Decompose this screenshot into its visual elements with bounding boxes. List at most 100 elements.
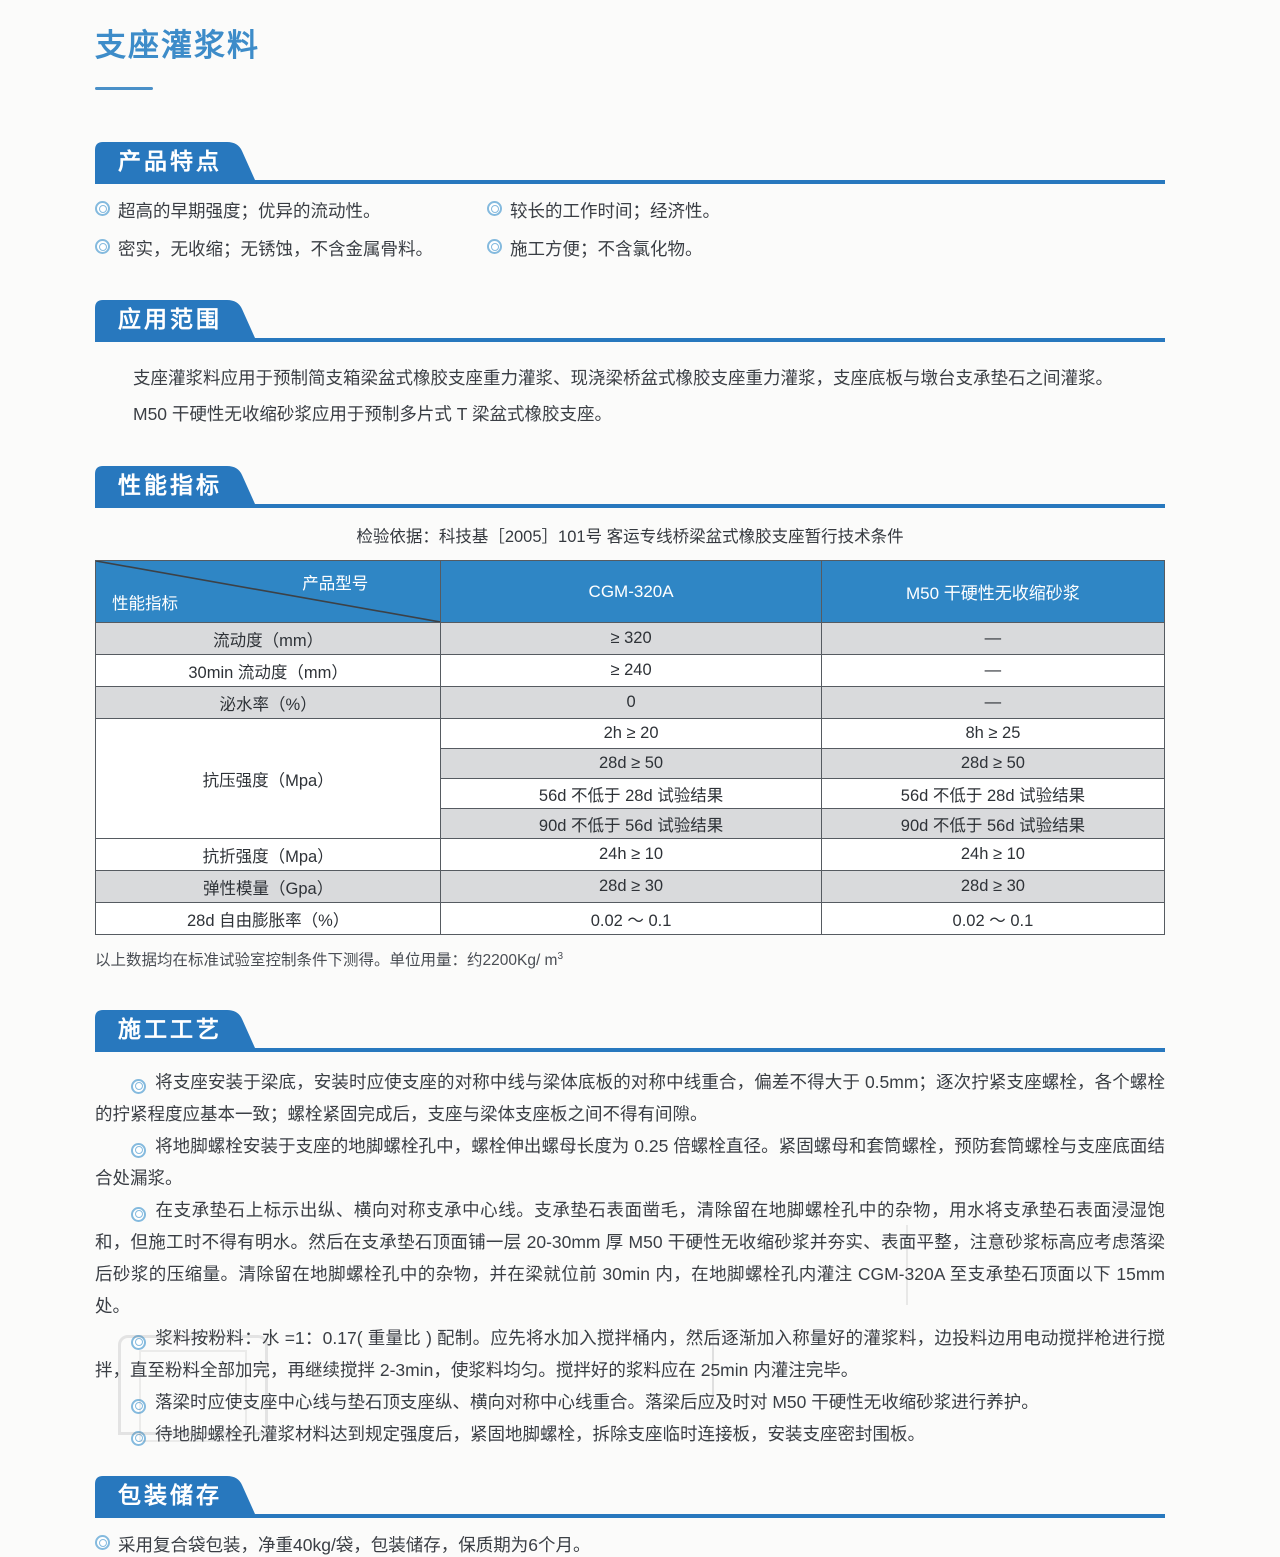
paragraph-text: 落梁时应使支座中心线与垫石顶支座纵、横向对称中心线重合。落梁后应及时对 M50 … [155, 1392, 1039, 1412]
table-row: 抗压强度（Mpa） 2h ≥ 20 8h ≥ 25 [94, 718, 1166, 839]
diagonal-header-cell: 产品型号 性能指标 [94, 560, 442, 623]
datasheet-page: 支座灌浆料 产品特点 超高的早期强度；优异的流动性。密实，无收缩；无锈蚀，不含金… [0, 0, 1280, 1405]
bullet-text: 超高的早期强度；优异的流动性。 [118, 201, 381, 221]
section-heading-label: 包装储存 [118, 1482, 222, 1508]
section-heading-tab: 应用范围 [95, 300, 257, 338]
double-circle-bullet-icon [131, 1334, 146, 1350]
value-cell: — [820, 686, 1166, 719]
value-cell: 0.02 ～ 0.1 [820, 902, 1166, 935]
bullet-item: 超高的早期强度；优异的流动性。 [95, 198, 487, 223]
packaging-bullets: 采用复合袋包装，净重40kg/袋，包装储存，保质期为6个月。 [95, 1518, 1165, 1557]
value-cell: 56d 不低于 28d 试验结果 [440, 778, 822, 809]
watermark-line [906, 1225, 908, 1305]
section-heading-tab: 施工工艺 [95, 1010, 257, 1048]
value-cell: 24h ≥ 10 [440, 838, 822, 871]
section-performance: 性能指标 检验依据：科技基［2005］101号 客运专线桥梁盆式橡胶支座暂行技术… [94, 466, 1166, 970]
section-features: 产品特点 超高的早期强度；优异的流动性。 密实，无收缩；无锈蚀，不含金属骨料。 较长… [95, 142, 1165, 274]
value-cell: 24h ≥ 10 [820, 838, 1166, 871]
feature-column: 超高的早期强度；优异的流动性。密实，无收缩；无锈蚀，不含金属骨料。 [95, 198, 487, 274]
footnote-superscript: 3 [557, 950, 564, 962]
value-cell: 0 [440, 686, 822, 719]
tab-shape [95, 466, 255, 504]
section-heading-tab: 性能指标 [95, 466, 257, 504]
section-features-header: 产品特点 [95, 142, 1165, 184]
value-cell: 90d 不低于 56d 试验结果 [440, 808, 822, 839]
paragraph-text: 浆料按粉料：水 =1：0.17( 重量比 ) 配制。应先将水加入搅拌桶内，然后逐… [95, 1328, 1165, 1380]
bullet-text: 较长的工作时间；经济性。 [510, 201, 720, 221]
paragraph-text: 将地脚螺栓安装于支座的地脚螺栓孔中，螺栓伸出螺母长度为 0.25 倍螺栓直径。紧… [95, 1136, 1165, 1188]
bullet-text: 采用复合袋包装，净重40kg/袋，包装储存，保质期为6个月。 [118, 1535, 591, 1555]
table-row: 30min 流动度（mm） ≥ 240— [94, 654, 1166, 687]
value-cell: 8h ≥ 25 [820, 718, 1166, 749]
table-row: 泌水率（%） 0— [94, 686, 1166, 719]
tab-shape [95, 300, 255, 338]
value-cell: 0.02 ～ 0.1 [440, 902, 822, 935]
tab-shape [95, 1010, 255, 1048]
table-row: 流动度（mm） ≥ 320— [94, 622, 1166, 655]
table-footnote: 以上数据均在标准试验室控制条件下测得。单位用量：约2200Kg/ m3 [95, 935, 1165, 970]
bullet-item: 密实，无收缩；无锈蚀，不含金属骨料。 [95, 236, 487, 261]
application-paragraph: 支座灌浆料应用于预制简支箱梁盆式橡胶支座重力灌浆、现浇梁桥盆式橡胶支座重力灌浆，… [133, 368, 1113, 388]
value-cell: — [820, 654, 1166, 687]
page-title: 支座灌浆料 [95, 28, 260, 63]
table-header-row: 产品型号 性能指标 CGM-320A M50 干硬性无收缩砂浆 [94, 560, 1166, 623]
watermark-bag [118, 1335, 268, 1442]
section-heading-tab: 产品特点 [95, 142, 257, 180]
value-cell: — [820, 622, 1166, 655]
section-packaging: 包装储存 采用复合袋包装，净重40kg/袋，包装储存，保质期为6个月。 [95, 1476, 1165, 1557]
row-label-cell: 流动度（mm） [94, 622, 442, 655]
section-heading-rule [95, 1514, 1165, 1518]
section-application: 应用范围 支座灌浆料应用于预制简支箱梁盆式橡胶支座重力灌浆、现浇梁桥盆式橡胶支座… [95, 300, 1165, 432]
section-construction-header: 施工工艺 [95, 1010, 1165, 1052]
section-heading-label: 应用范围 [118, 306, 222, 332]
table-row: 90d 不低于 56d 试验结果 90d 不低于 56d 试验结果 [96, 808, 1166, 839]
double-circle-bullet-icon [131, 1142, 146, 1158]
section-packaging-header: 包装储存 [95, 1476, 1165, 1518]
double-circle-bullet-icon [95, 1535, 110, 1550]
title-underline [95, 87, 153, 90]
column-header-cgm320a: CGM-320A [440, 560, 822, 623]
construction-paragraph: 将支座安装于梁底，安装时应使支座的对称中线与梁体底板的对称中线重合，偏差不得大于… [95, 1066, 1165, 1130]
section-heading-rule [95, 504, 1165, 508]
value-cell: 56d 不低于 28d 试验结果 [820, 778, 1166, 809]
value-cell: 90d 不低于 56d 试验结果 [820, 808, 1166, 839]
footnote-text: 以上数据均在标准试验室控制条件下测得。单位用量：约2200Kg/ m [95, 952, 558, 969]
double-circle-bullet-icon [95, 239, 110, 254]
value-cell: ≥ 240 [440, 654, 822, 687]
table-row: 28d 自由膨胀率（%） 0.02 ～ 0.1 0.02 ～ 0.1 [94, 902, 1166, 935]
table-row: 56d 不低于 28d 试验结果 56d 不低于 28d 试验结果 [96, 778, 1166, 809]
value-cell: 28d ≥ 50 [440, 748, 822, 779]
construction-paragraph: 将地脚螺栓安装于支座的地脚螺栓孔中，螺栓伸出螺母长度为 0.25 倍螺栓直径。紧… [95, 1130, 1165, 1194]
performance-table: 产品型号 性能指标 CGM-320A M50 干硬性无收缩砂浆 流动度（mm） ≥… [94, 560, 1166, 935]
value-cell: 2h ≥ 20 [440, 718, 822, 749]
diagonal-line [96, 561, 440, 622]
value-cell: 28d ≥ 50 [820, 748, 1166, 779]
feature-bullet-grid: 超高的早期强度；优异的流动性。 密实，无收缩；无锈蚀，不含金属骨料。 较长的工作时间… [95, 184, 1165, 274]
value-cell: 28d ≥ 30 [440, 870, 822, 903]
corner-label-performance-index: 性能指标 [112, 595, 178, 613]
double-circle-bullet-icon [131, 1078, 146, 1094]
application-paragraph: M50 干硬性无收缩砂浆应用于预制多片式 T 梁盆式橡胶支座。 [133, 404, 613, 424]
section-heading-tab: 包装储存 [95, 1476, 257, 1514]
corner-label-product-model: 产品型号 [302, 575, 369, 593]
double-circle-bullet-icon [487, 201, 502, 216]
section-heading-rule [95, 180, 1165, 184]
value-cell: ≥ 320 [440, 622, 822, 655]
page-header: 支座灌浆料 [95, 20, 1165, 90]
row-label-cell-grouped: 抗压强度（Mpa） [94, 718, 442, 839]
column-header-m50: M50 干硬性无收缩砂浆 [820, 560, 1166, 623]
table-row: 抗折强度（Mpa） 24h ≥ 10 24h ≥ 10 [94, 838, 1166, 871]
section-performance-header: 性能指标 [95, 466, 1165, 508]
row-label-cell: 泌水率（%） [94, 686, 442, 719]
section-heading-rule [95, 1048, 1165, 1052]
section-heading-label: 性能指标 [118, 472, 222, 498]
double-circle-bullet-icon [487, 239, 502, 254]
construction-paragraph: 浆料按粉料：水 =1：0.17( 重量比 ) 配制。应先将水加入搅拌桶内，然后逐… [95, 1322, 1165, 1386]
feature-column: 较长的工作时间；经济性。 施工方便；不含氯化物。 [487, 198, 1165, 274]
section-application-header: 应用范围 [95, 300, 1165, 342]
tab-shape [95, 142, 255, 180]
test-basis-note: 检验依据：科技基［2005］101号 客运专线桥梁盆式橡胶支座暂行技术条件 [356, 528, 904, 546]
row-label-cell: 28d 自由膨胀率（%） [94, 902, 442, 935]
bullet-text: 密实，无收缩；无锈蚀，不含金属骨料。 [118, 239, 433, 259]
double-circle-bullet-icon [131, 1206, 146, 1222]
